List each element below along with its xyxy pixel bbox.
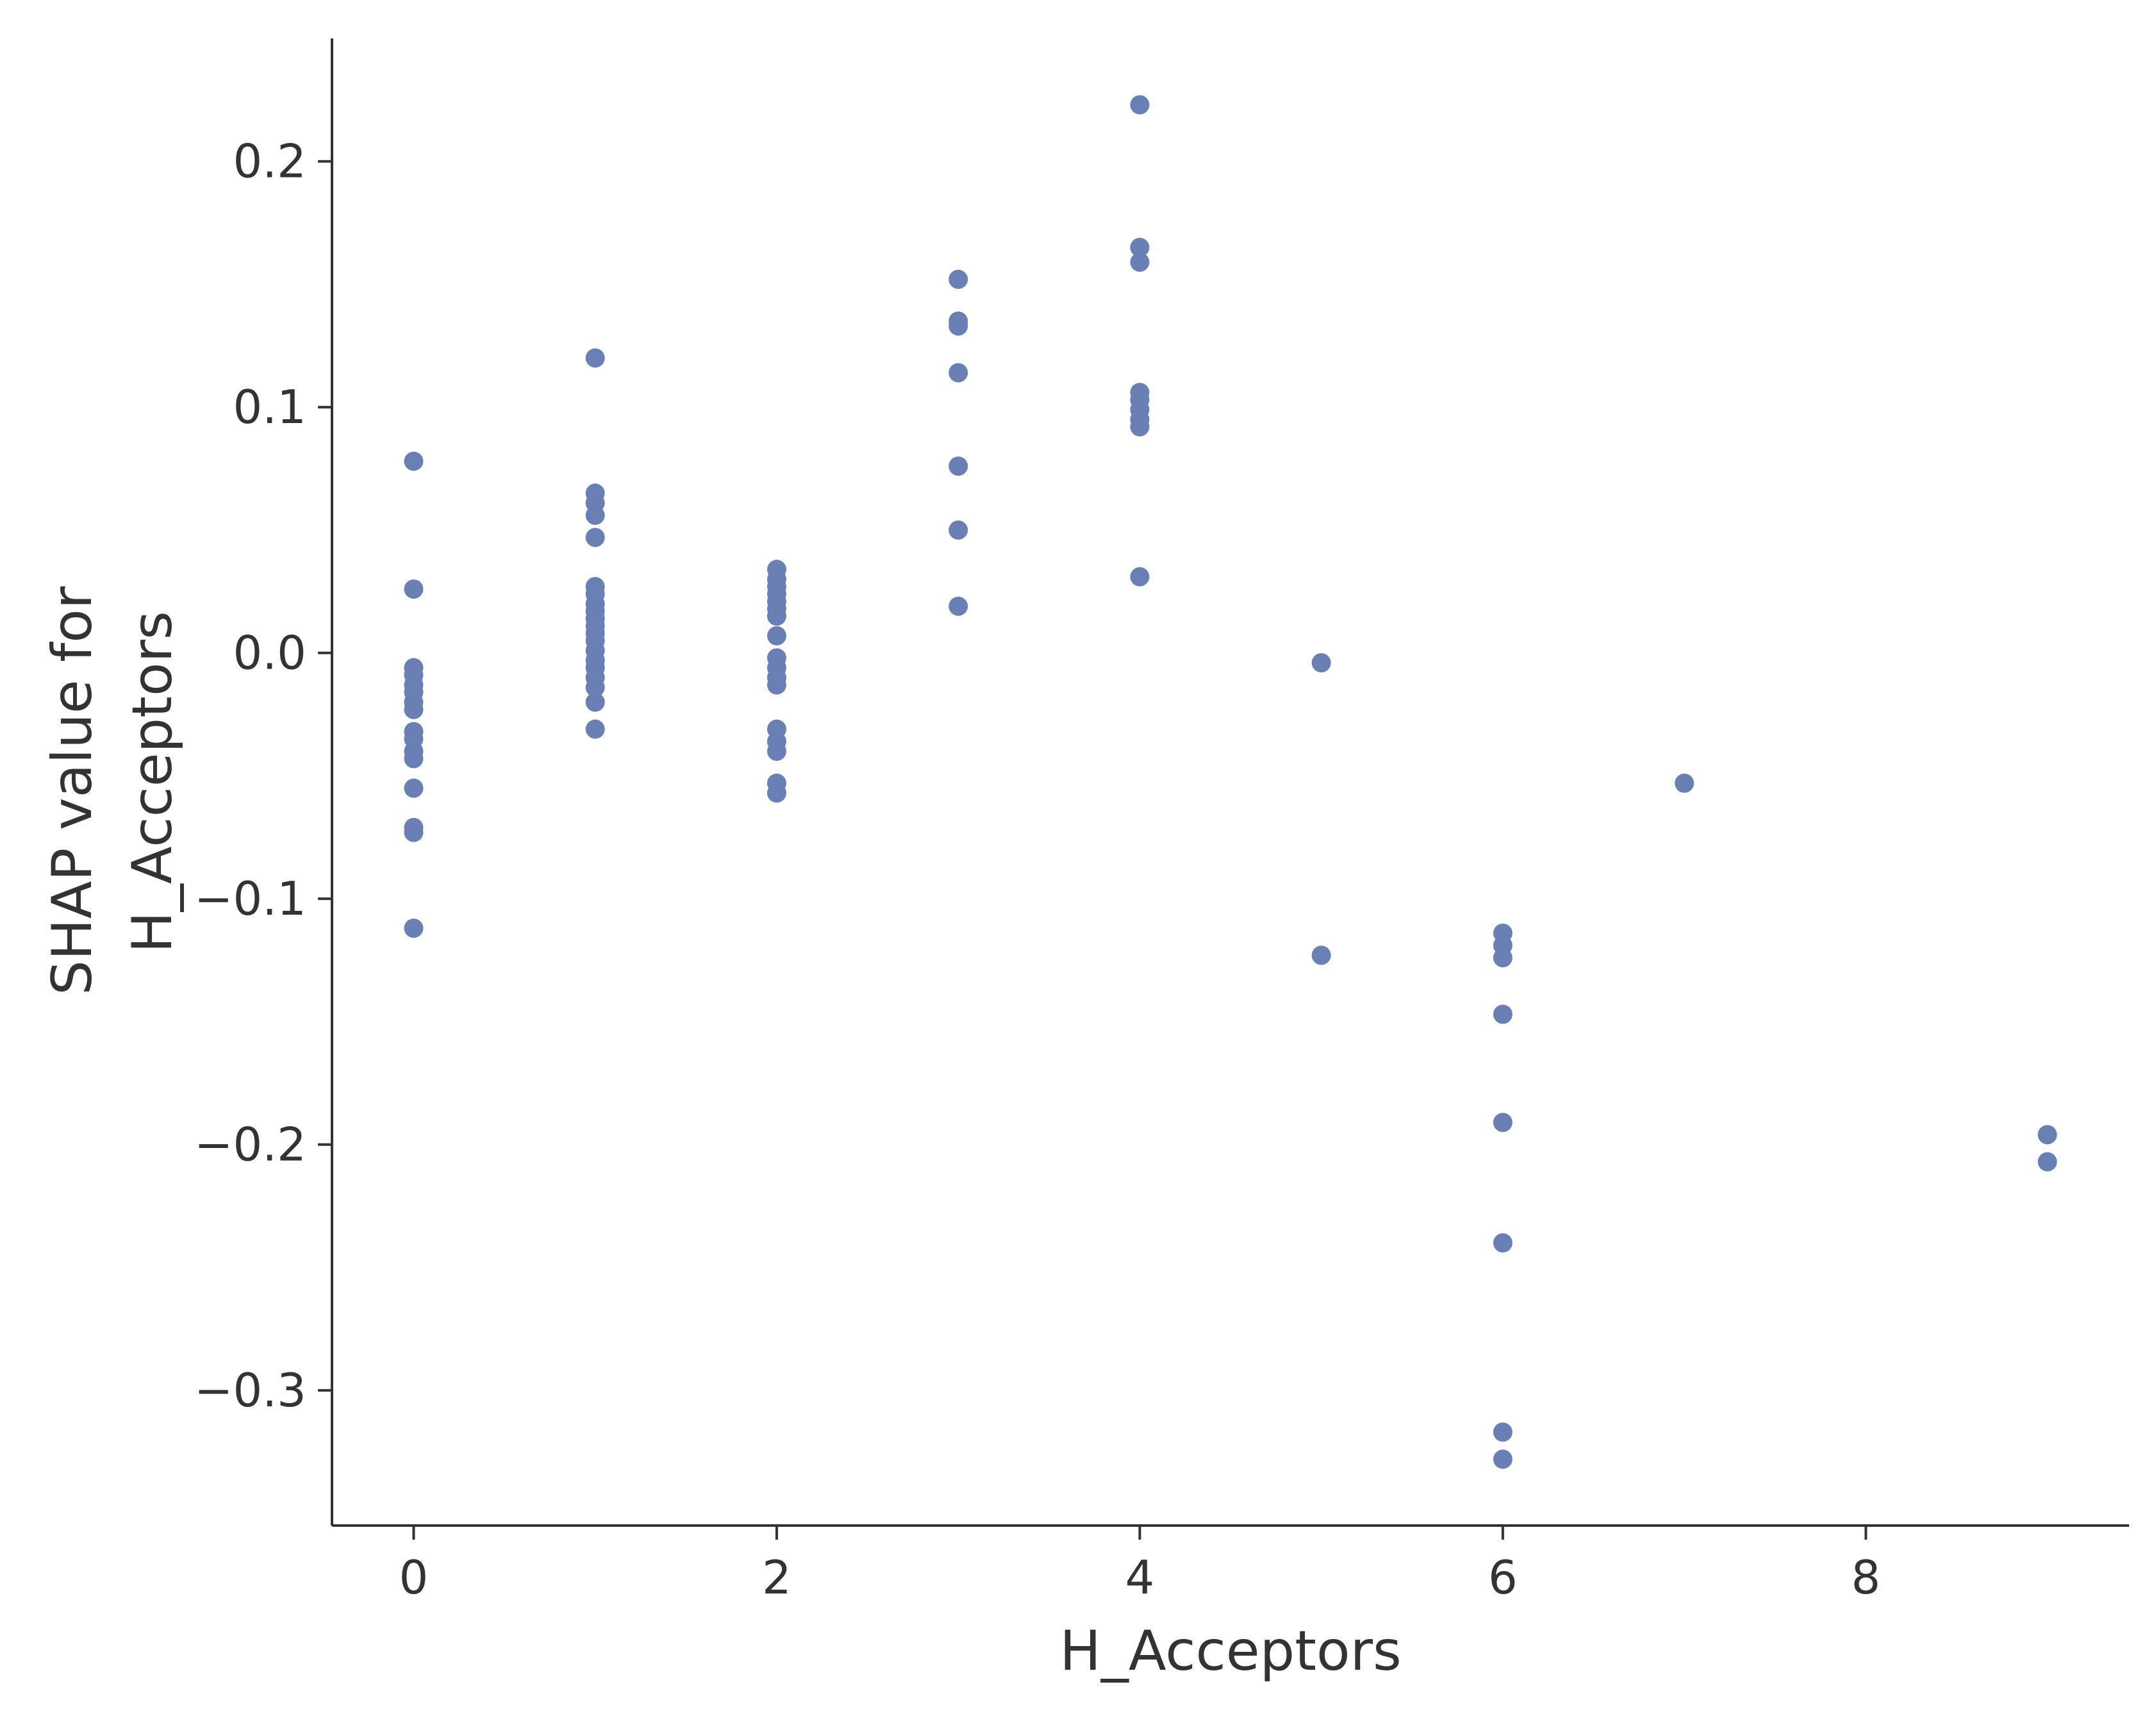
data-point (585, 719, 605, 739)
data-point (767, 675, 786, 695)
y-axis-label-line-1: SHAP value for (40, 586, 104, 995)
data-point (949, 316, 968, 336)
data-point (1493, 1004, 1513, 1024)
y-tick-label: 0.1 (233, 380, 306, 434)
data-point (404, 749, 424, 769)
data-point (585, 505, 605, 525)
y-axis-label: SHAP value for H_Acceptors (40, 569, 185, 995)
x-tick-label: 4 (1125, 1551, 1154, 1604)
data-point (404, 579, 424, 599)
data-point (1493, 1422, 1513, 1442)
x-tick-label: 0 (399, 1551, 429, 1604)
data-point (767, 783, 786, 803)
data-point (1493, 1449, 1513, 1469)
points-layer (404, 95, 2057, 1469)
data-point (767, 742, 786, 761)
data-point (2037, 1152, 2057, 1172)
data-point (1130, 95, 1150, 115)
data-point (1130, 417, 1150, 437)
data-point (949, 269, 968, 289)
data-point (404, 778, 424, 798)
data-point (949, 596, 968, 616)
data-point (949, 520, 968, 540)
data-point (404, 919, 424, 938)
data-point (1493, 1233, 1513, 1253)
x-tick-label: 8 (1851, 1551, 1880, 1604)
data-point (1130, 252, 1150, 272)
data-point (404, 451, 424, 471)
data-point (767, 626, 786, 645)
data-point (585, 678, 605, 697)
y-tick-label: −0.1 (194, 872, 306, 926)
data-point (585, 692, 605, 712)
data-point (1493, 948, 1513, 968)
data-point (1130, 237, 1150, 257)
data-point (1130, 567, 1150, 587)
y-tick-label: −0.2 (194, 1118, 306, 1172)
y-tick-label: 0.0 (233, 626, 306, 680)
x-tick-label: 6 (1488, 1551, 1518, 1604)
y-tick-label: −0.3 (194, 1363, 306, 1417)
data-point (1311, 653, 1331, 673)
y-tick-label: 0.2 (233, 135, 306, 188)
y-axis-label-line-2: H_Acceptors (120, 611, 185, 953)
data-point (404, 699, 424, 719)
data-point (585, 528, 605, 547)
data-point (949, 456, 968, 476)
x-axis-label: H_Acceptors (1059, 1619, 1402, 1683)
data-point (585, 348, 605, 368)
x-tick-label: 2 (762, 1551, 792, 1604)
data-point (949, 363, 968, 383)
data-point (2037, 1125, 2057, 1145)
axes-layer: 0 2 4 6 8 −0.3 −0.2 −0.1 0.0 0.1 0.2 (194, 38, 2129, 1604)
data-point (1675, 773, 1695, 793)
data-point (1311, 945, 1331, 965)
data-point (767, 606, 786, 626)
data-point (404, 822, 424, 842)
data-point (1493, 1113, 1513, 1133)
